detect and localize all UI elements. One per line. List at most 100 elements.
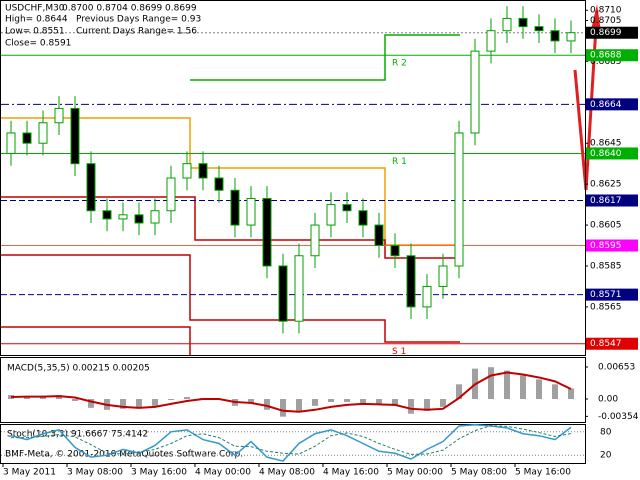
level-box <box>586 288 638 301</box>
candle-body <box>182 163 192 179</box>
y-tick-label: 0.8585 <box>590 261 622 271</box>
candle-body <box>198 163 208 179</box>
x-tick-label: 3 May 08:00 <box>67 468 123 478</box>
macd-bar <box>424 399 430 411</box>
candle-body <box>342 204 352 212</box>
macd-bar <box>328 399 334 402</box>
level-label: 0.8547 <box>590 339 622 349</box>
macd-bar <box>248 399 254 403</box>
y-tick-label: 0.8565 <box>590 302 622 312</box>
y-tick-label: 0.00 <box>598 395 618 405</box>
candle-body <box>22 132 32 144</box>
y-tick-label: 20 <box>600 451 612 461</box>
copyright: BMF-Meta, © 2001-2010 MetaQuotes Softwar… <box>5 450 243 460</box>
level-box <box>586 147 638 160</box>
pivot-step <box>0 196 460 259</box>
y-tick-label: 0.8705 <box>590 16 622 26</box>
plot <box>1 6 585 345</box>
macd-bar <box>24 397 30 400</box>
candle-body <box>38 122 48 144</box>
macd-bar <box>376 399 382 405</box>
candle-body <box>470 50 480 134</box>
candle-body <box>150 210 160 224</box>
level-box <box>586 26 638 39</box>
macd-bar <box>440 399 446 407</box>
info: High= 0.8644 <box>5 15 68 25</box>
pivot-step <box>0 117 460 246</box>
candle-body <box>6 132 16 154</box>
candle-body <box>166 177 176 212</box>
x-tick-label: 5 May 08:00 <box>451 468 507 478</box>
candle-body <box>86 163 96 212</box>
stoch-signal <box>11 425 572 455</box>
candle-body <box>438 265 448 287</box>
candle-body <box>390 245 400 257</box>
level-label: 0.8664 <box>590 100 622 110</box>
level-box <box>586 98 638 111</box>
level-name: R 2 <box>392 59 407 69</box>
macd-bar <box>520 375 526 400</box>
info: Low= 0.8551 <box>5 27 65 37</box>
stoch-title: Stoch(10,3,3) 91.6667 75.4142 <box>7 430 148 440</box>
candle-body <box>262 197 272 267</box>
macd-bar <box>392 399 398 406</box>
level-label: 0.8617 <box>590 196 622 206</box>
candle-body <box>294 255 304 322</box>
macd-signal <box>10 371 572 413</box>
level-box <box>586 49 638 62</box>
macd-bar <box>136 399 142 408</box>
candle-body <box>422 285 432 308</box>
candle-body <box>534 26 544 32</box>
pivot-step <box>0 326 191 355</box>
macd-bar <box>296 399 302 411</box>
y-tick-label: 0.00653 <box>598 363 635 373</box>
macd-bar <box>264 399 270 410</box>
candle-body <box>118 214 128 220</box>
level-label: 0.8699 <box>590 28 622 38</box>
level-box <box>586 239 638 252</box>
info: Current Days Range= 1.56 <box>76 27 197 37</box>
level-name: S 1 <box>392 347 406 357</box>
candle-body <box>406 255 416 308</box>
candle-body <box>246 197 256 226</box>
x-tick-label: 3 May 16:00 <box>131 468 187 478</box>
macd-bar <box>280 399 286 417</box>
y-tick-label: 0.8685 <box>590 57 622 67</box>
candle-body <box>566 32 576 42</box>
candle-body <box>502 17 512 32</box>
candle-body <box>374 224 384 247</box>
candle-body <box>550 30 560 42</box>
level-name: R 1 <box>392 157 407 167</box>
candle-body <box>54 107 64 124</box>
candle-body <box>278 265 288 322</box>
y-tick-label: 0.8605 <box>590 221 622 231</box>
frame <box>0 357 586 423</box>
candle-body <box>102 210 112 220</box>
macd-bar <box>344 399 350 402</box>
info: Close= 0.8591 <box>5 39 71 49</box>
macd-bar <box>568 388 574 400</box>
macd-bar <box>120 399 126 409</box>
candle-body <box>454 132 464 267</box>
candle-body <box>358 210 368 226</box>
y-tick-label: 0.8645 <box>590 139 622 149</box>
y-tick-label: -0.00354 <box>598 412 639 422</box>
macd-bar <box>488 367 494 400</box>
macd-bar <box>88 399 94 408</box>
macd-title: MACD(5,35,5) 0.00215 0.00205 <box>7 364 150 374</box>
level-label: 0.8595 <box>590 241 622 251</box>
x-tick-label: 4 May 16:00 <box>323 468 379 478</box>
level-box <box>586 337 638 350</box>
candle-body <box>326 204 336 226</box>
candle-body <box>310 224 320 257</box>
macd-bar <box>552 384 558 400</box>
quote: 0.8700 0.8704 0.8699 0.8699 <box>62 4 197 14</box>
y-tick-label: 0.8625 <box>590 180 622 190</box>
macd-bar <box>72 399 78 401</box>
level-box <box>586 194 638 207</box>
level-label: 0.8688 <box>590 51 622 61</box>
arrow-head <box>591 4 601 32</box>
frame <box>0 424 586 464</box>
x-tick-label: 5 May 16:00 <box>515 468 571 478</box>
